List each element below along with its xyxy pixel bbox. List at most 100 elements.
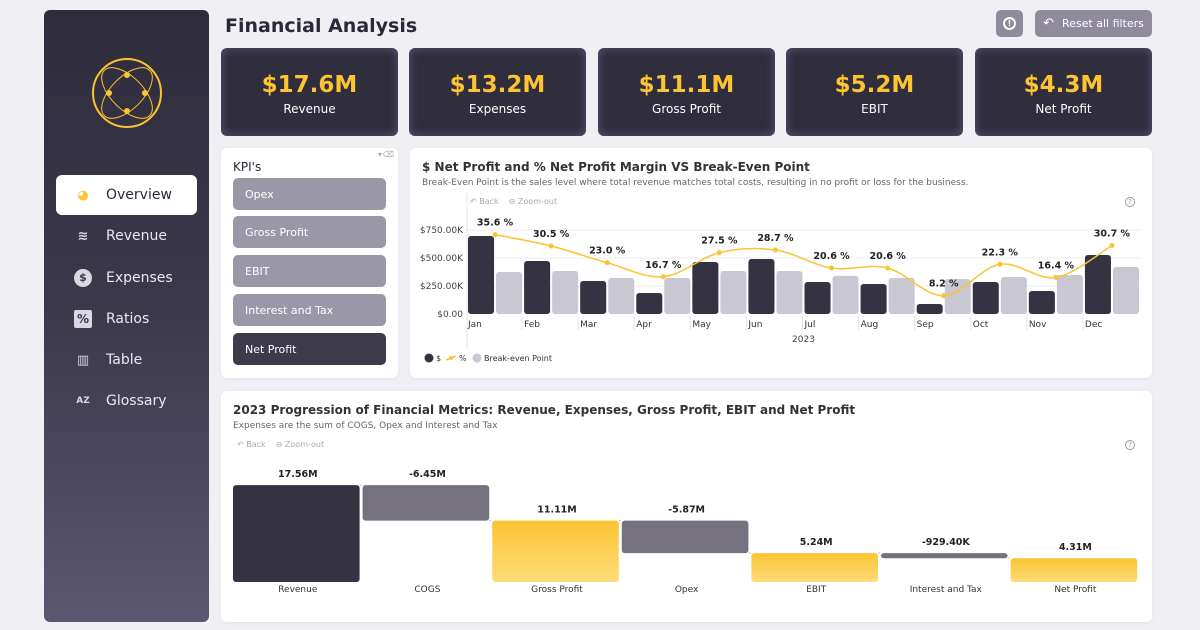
margin-label: 20.6 %	[869, 251, 906, 262]
bar-net-profit	[636, 292, 663, 314]
waterfall-value-label: -929.40K	[922, 537, 971, 548]
waterfall-total-bar	[751, 553, 878, 582]
help-icon[interactable]: ?	[1125, 197, 1135, 207]
x-tick-label: EBIT	[806, 585, 827, 595]
reset-label: Reset all filters	[1062, 17, 1144, 30]
back-button[interactable]: ↶ Back	[237, 440, 266, 449]
bar-break-even	[1000, 277, 1027, 314]
x-tick-label: Sep	[917, 320, 934, 330]
card-value: $4.3M	[1023, 72, 1104, 98]
margin-label: 23.0 %	[589, 246, 626, 257]
bar-net-profit	[468, 236, 495, 314]
margin-label: 30.7 %	[1094, 229, 1131, 240]
waterfall-value-label: 11.11M	[537, 505, 577, 516]
waterfall-value-label: 5.24M	[800, 537, 833, 548]
az-book-icon: AZ	[76, 396, 90, 407]
bar-net-profit	[804, 281, 831, 314]
nav-item-overview[interactable]: ◕ Overview	[56, 175, 197, 215]
x-tick-label: Apr	[636, 320, 652, 330]
slicer-item-interest-tax[interactable]: Interest and Tax	[233, 294, 386, 326]
chart-tools: ↶ Back ⊖ Zoom-out	[237, 440, 324, 449]
x-tick-label: Mar	[580, 320, 597, 330]
legend-label: %	[459, 354, 467, 363]
margin-label: 16.4 %	[1038, 260, 1075, 271]
zoom-out-button[interactable]: ⊖ Zoom-out	[508, 197, 558, 206]
nav-item-revenue[interactable]: ≋ Revenue	[56, 216, 197, 256]
bar-net-profit	[580, 280, 607, 314]
x-tick-label: Revenue	[278, 585, 318, 595]
bar-break-even	[1112, 266, 1139, 314]
table-icon: ▥	[76, 352, 90, 368]
margin-point	[716, 250, 722, 256]
bar-break-even	[720, 270, 747, 314]
slicer-item-opex[interactable]: Opex	[233, 178, 386, 210]
nav-item-expenses[interactable]: $ Expenses	[56, 258, 197, 298]
bar-break-even	[608, 278, 635, 314]
nav-label: Expenses	[106, 269, 173, 286]
margin-label: 22.3 %	[982, 247, 1019, 258]
back-label: Back	[479, 197, 499, 206]
eraser-icon[interactable]: ⌫	[382, 150, 394, 159]
bar-net-profit	[972, 281, 999, 314]
waterfall-delta-bar	[621, 520, 749, 554]
card-label: Gross Profit	[652, 102, 721, 116]
bar-break-even	[552, 270, 579, 314]
info-button[interactable]: !	[996, 10, 1023, 37]
logo-icon	[92, 58, 162, 128]
bar-break-even	[496, 272, 523, 314]
margin-point	[1109, 243, 1115, 249]
margin-label: 28.7 %	[757, 233, 794, 244]
bar-break-even	[888, 278, 915, 314]
x-tick-label: Jul	[804, 320, 816, 330]
filter-icon[interactable]: ▾	[377, 150, 382, 159]
bar-net-profit	[1084, 254, 1111, 314]
bar-net-profit	[524, 261, 551, 314]
nav-label: Glossary	[106, 393, 167, 410]
margin-point	[492, 232, 498, 238]
margin-point	[941, 293, 947, 299]
nav-item-ratios[interactable]: % Ratios	[56, 299, 197, 339]
x-tick-label: COGS	[414, 585, 440, 595]
y-tick-label: $750.00K	[420, 226, 464, 236]
bar-net-profit	[1028, 291, 1055, 314]
margin-label: 35.6 %	[477, 218, 514, 229]
zoom-out-button[interactable]: ⊖ Zoom-out	[275, 440, 325, 449]
slicer-item-gross-profit[interactable]: Gross Profit	[233, 216, 386, 248]
slicer-item-ebit[interactable]: EBIT	[233, 255, 386, 287]
legend-label: Break-even Point	[484, 354, 552, 363]
reset-filters-button[interactable]: ↶ Reset all filters	[1035, 10, 1152, 37]
info-icon: !	[1003, 17, 1016, 30]
chart-title: $ Net Profit and % Net Profit Margin VS …	[422, 160, 810, 174]
money-hand-icon: ≋	[77, 228, 89, 244]
legend-marker-net-profit	[424, 353, 434, 363]
chart-subtitle: Break-Even Point is the sales level wher…	[422, 178, 969, 188]
card-expenses: $13.2M Expenses	[409, 48, 586, 136]
card-value: $11.1M	[638, 72, 735, 98]
y-tick-label: $500.00K	[420, 254, 464, 264]
back-button[interactable]: ↶ Back	[470, 197, 499, 206]
nav-menu: ◕ Overview ≋ Revenue $ Expenses % Ratios ▥ Ta…	[56, 175, 197, 423]
margin-point	[772, 247, 778, 253]
bar-break-even	[664, 278, 691, 314]
slicer-item-net-profit[interactable]: Net Profit	[233, 333, 386, 365]
waterfall-total-bar	[233, 485, 360, 582]
waterfall-total-bar	[1010, 558, 1138, 582]
margin-label: 20.6 %	[813, 251, 850, 262]
nav-item-glossary[interactable]: AZ Glossary	[56, 381, 197, 421]
nav-item-table[interactable]: ▥ Table	[56, 340, 197, 380]
waterfall-total-bar	[492, 520, 619, 582]
search-chart-icon: ◕	[77, 187, 89, 203]
x-tick-label: Opex	[675, 585, 699, 595]
card-net-profit: $4.3M Net Profit	[975, 48, 1152, 136]
x-tick-label: Dec	[1085, 320, 1102, 330]
card-value: $5.2M	[834, 72, 915, 98]
x-tick-label: May	[692, 320, 711, 330]
margin-point	[829, 265, 835, 271]
bar-break-even	[776, 270, 803, 314]
bar-net-profit	[748, 259, 775, 314]
bar-net-profit	[860, 283, 887, 314]
help-icon[interactable]: ?	[1125, 440, 1135, 450]
margin-point	[885, 265, 891, 271]
x-tick-label: Oct	[973, 320, 989, 330]
bar-break-even	[1056, 275, 1083, 314]
